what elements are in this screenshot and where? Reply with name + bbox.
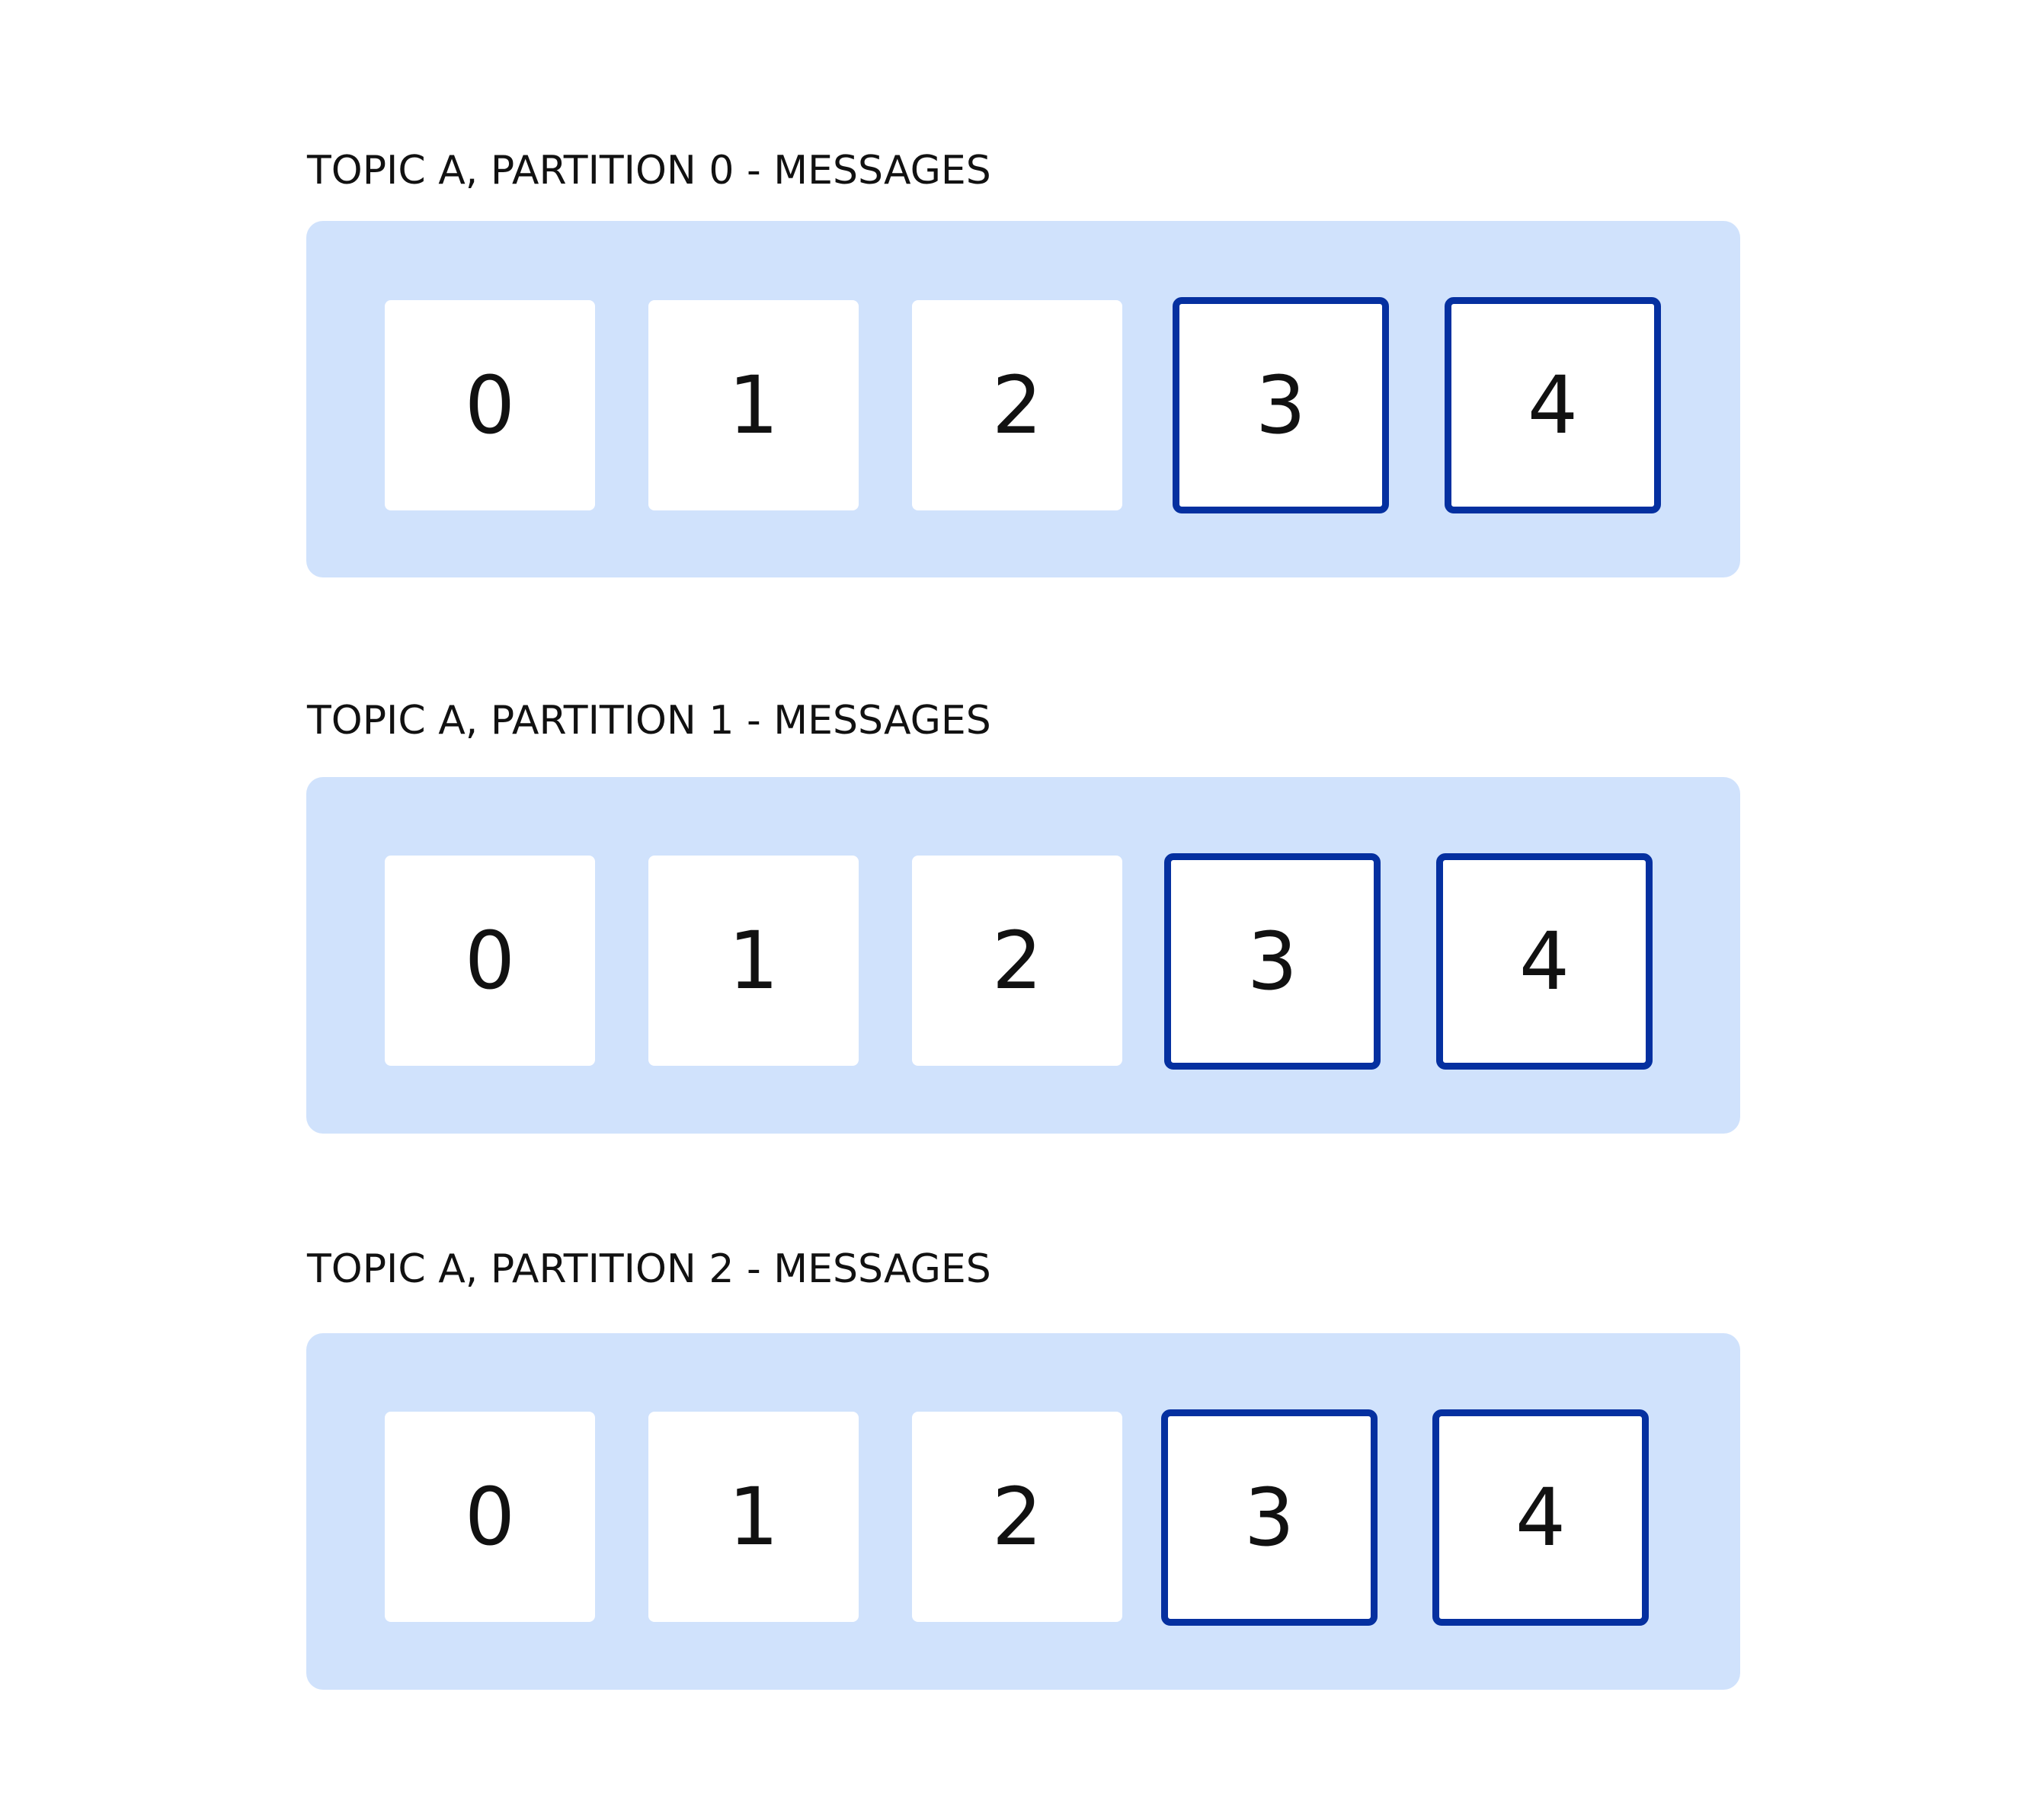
partition-1-title: TOPIC A, PARTITION 1 - MESSAGES [307, 698, 991, 744]
partition-0-message-0: 0 [385, 300, 595, 510]
partition-2-title: TOPIC A, PARTITION 2 - MESSAGES [307, 1246, 991, 1292]
partition-1-message-1: 1 [648, 856, 859, 1066]
partition-0-message-2: 2 [912, 300, 1122, 510]
partition-2-message-4: 4 [1432, 1409, 1649, 1626]
partition-0-message-1: 1 [648, 300, 859, 510]
partition-0-message-3: 3 [1173, 297, 1389, 513]
partition-0-panel: 0 1 2 3 4 [306, 221, 1740, 577]
partition-2-message-1: 1 [648, 1412, 859, 1622]
partition-1-message-0: 0 [385, 856, 595, 1066]
partition-2-panel: 0 1 2 3 4 [306, 1333, 1740, 1690]
partition-0-message-4: 4 [1445, 297, 1661, 513]
partition-2-message-2: 2 [912, 1412, 1122, 1622]
partition-1-message-2: 2 [912, 856, 1122, 1066]
partition-2-message-0: 0 [385, 1412, 595, 1622]
partition-1-message-3: 3 [1164, 853, 1381, 1070]
partition-0-title: TOPIC A, PARTITION 0 - MESSAGES [307, 148, 991, 194]
partition-2-message-3: 3 [1161, 1409, 1378, 1626]
partition-1-message-4: 4 [1436, 853, 1653, 1070]
partition-1-panel: 0 1 2 3 4 [306, 777, 1740, 1134]
